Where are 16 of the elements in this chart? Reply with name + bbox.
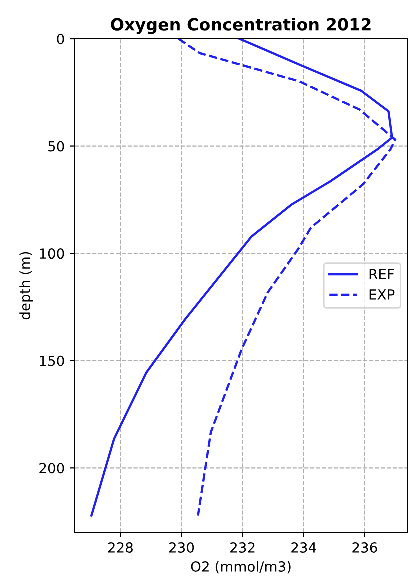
y-axis-title: depth (m) (20, 252, 34, 320)
x-tick-label: 228 (108, 542, 133, 554)
y-tick-label: 0 (57, 34, 64, 44)
y-tick-label: 150 (40, 356, 64, 366)
chart-title: Oxygen Concentration 2012 (111, 18, 371, 34)
legend-label: EXP (370, 290, 395, 300)
y-tick-label: 50 (48, 141, 64, 152)
x-axis-title: O2 (mmol/m3) (191, 561, 291, 574)
x-tick-label: 234 (292, 542, 316, 554)
x-tick-label: 230 (170, 542, 194, 554)
line-series (90, 38, 394, 517)
y-tick-label: 200 (40, 463, 64, 474)
x-tick-label: 236 (352, 542, 378, 554)
y-tick-label: 100 (40, 248, 64, 260)
x-tick-label: 232 (230, 542, 255, 554)
legend-label: REF (370, 269, 394, 280)
